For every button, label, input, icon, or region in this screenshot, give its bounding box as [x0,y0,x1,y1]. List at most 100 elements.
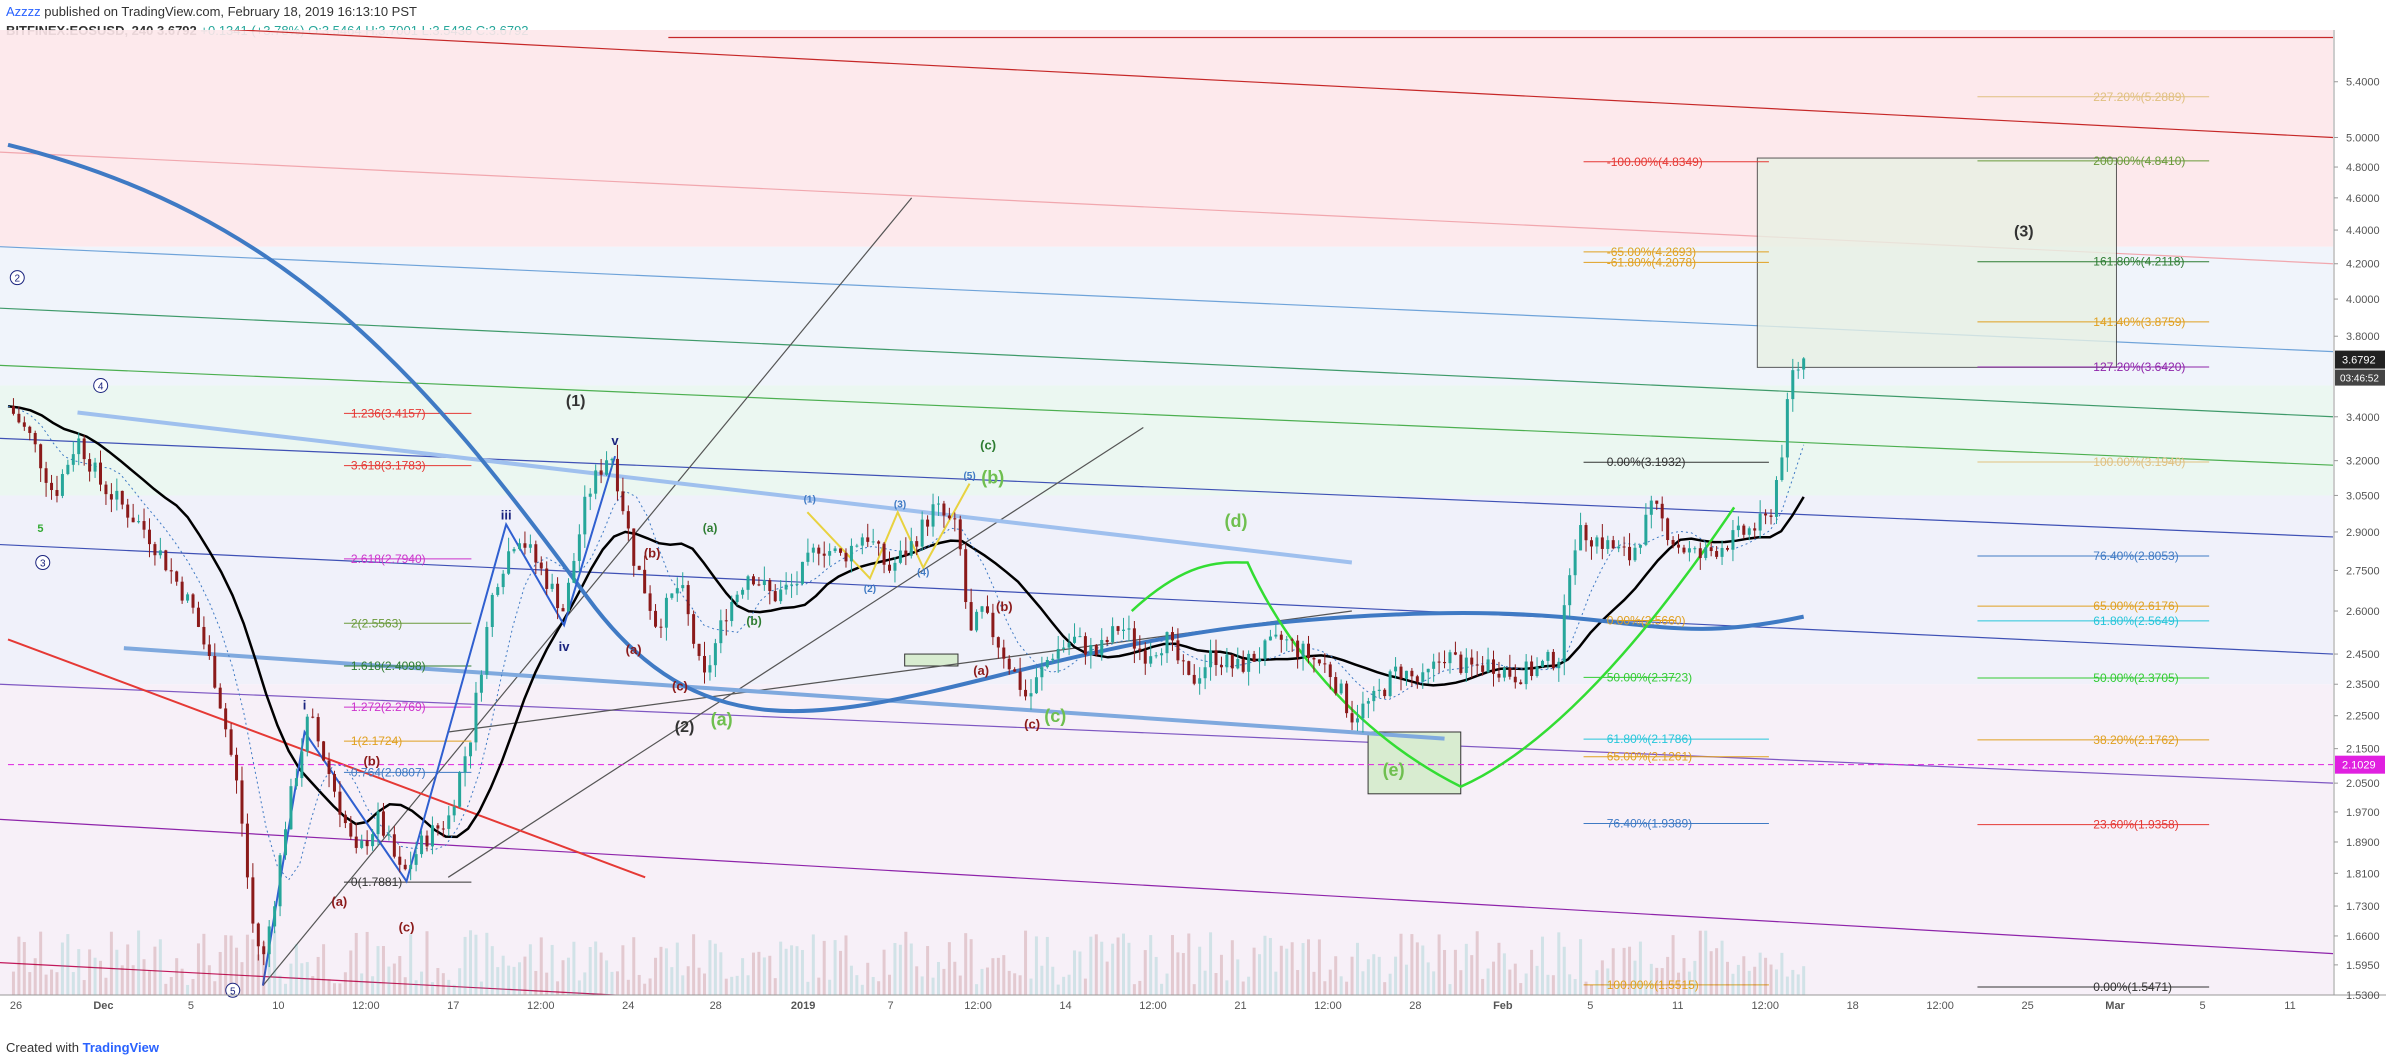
volume-bar [430,982,434,995]
fib-label: 76.40%(1.9389) [1607,816,1692,830]
candle-body [420,835,424,855]
volume-bar [708,940,712,995]
candle-body [1002,647,1006,659]
volume-bar [1219,954,1223,995]
candle-body [800,561,804,584]
candle-body [1497,673,1501,678]
volume-bar [741,958,745,995]
price-tick-label: 1.7300 [2346,901,2380,913]
small-box [904,653,959,667]
volume-bar [626,979,630,995]
volume-bar [490,946,494,995]
volume-bar [452,984,456,995]
candle-body [942,503,946,516]
candle-body [120,490,124,505]
candle-body [1448,652,1452,664]
candle-body [545,568,549,589]
time-tick-label: 12:00 [527,1000,555,1012]
price-tick-label: 1.8900 [2346,837,2380,849]
tradingview-logo[interactable]: TradingView [82,1040,159,1055]
candle-body [1606,540,1610,549]
trend-line [262,197,913,986]
volume-bar [1100,941,1104,995]
candle-body [284,829,288,856]
candle-body [289,786,293,830]
candle-body [860,537,864,546]
volume-bar [1252,947,1256,995]
candle-body [332,773,336,792]
candle-body [1268,636,1272,641]
candle-body [1089,645,1093,655]
volume-bar [1709,951,1713,995]
fib-label: 3.618(3.1783) [351,459,426,473]
volume-bar [371,976,375,995]
volume-bar [1181,953,1185,995]
fib-label: 0.00%(1.5471) [2093,980,2172,994]
volume-bar [1633,960,1637,995]
candle-body [436,825,440,829]
volume-bar [648,978,652,995]
candle-body [985,606,989,613]
volume-bar [1791,969,1795,995]
volume-bar [425,931,429,995]
candle-body [539,562,543,569]
price-tick-label: 2.6000 [2346,606,2380,618]
time-tick-label: 7 [888,1000,894,1012]
wave-label: (c) [672,678,688,693]
candle-body [1219,665,1223,668]
candle-body [55,490,59,496]
volume-bar [1731,973,1735,995]
volume-bar [305,962,309,995]
candle-body [1236,659,1240,669]
candle-body [724,620,728,622]
volume-bar [768,955,772,995]
volume-bar [1497,942,1501,995]
volume-bar [719,952,723,995]
volume-bar [1404,964,1408,995]
candle-body [817,547,821,554]
volume-bar [414,980,418,995]
volume-bar [349,950,353,995]
volume-bar [1290,942,1294,995]
candle-body [1176,640,1180,661]
volume-bar [1377,956,1381,995]
candle-body [1404,670,1408,679]
candle-body [441,828,445,830]
candle-body [1328,664,1332,678]
volume-bar [322,944,326,995]
volume-bar [1459,970,1463,995]
wave-circle-label: 4 [98,381,104,392]
volume-bar [915,966,919,995]
price-tick-label: 2.1500 [2346,744,2380,756]
volume-bar [1611,948,1615,995]
candle-body [811,547,815,553]
volume-bar [795,946,799,995]
fib-label: 227.20%(5.2889) [2093,90,2185,104]
volume-bar [849,965,853,995]
fib-label: 50.00%(2.3705) [2093,671,2178,685]
candle-body [1519,682,1523,685]
candle-body [82,438,86,460]
candle-body [349,823,353,837]
candle-body [1687,548,1691,553]
candle-body [909,541,913,556]
candle-body [1622,546,1626,548]
volume-bar [126,944,130,995]
volume-bar [545,972,549,995]
candle-body [882,543,886,565]
volume-bar [169,976,173,995]
wave-circle-label: 3 [40,559,46,570]
volume-bar [1029,978,1033,995]
candle-body [463,756,467,773]
volume-bar [790,945,794,995]
wave-label: 5 [37,523,43,535]
volume-bar [1236,959,1240,995]
volume-bar [1361,971,1365,995]
candle-body [186,594,190,601]
candle-body [267,926,271,955]
volume-bar [1051,966,1055,995]
candle-body [768,580,772,592]
volume-bar [920,976,924,995]
author-name[interactable]: Azzzz [6,4,41,19]
